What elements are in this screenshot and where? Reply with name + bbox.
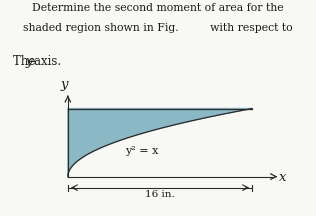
Text: -axis.: -axis. [31, 55, 62, 68]
Text: 16 in.: 16 in. [145, 190, 175, 199]
Text: x: x [279, 171, 287, 184]
Text: y: y [61, 78, 68, 91]
Text: y² = x: y² = x [125, 146, 159, 156]
Text: y: y [26, 55, 33, 68]
Text: shaded region shown in Fig.         with respect to: shaded region shown in Fig. with respect… [23, 23, 293, 33]
Polygon shape [68, 108, 252, 177]
Text: The: The [13, 55, 39, 68]
Text: Determine the second moment of area for the: Determine the second moment of area for … [32, 3, 284, 13]
